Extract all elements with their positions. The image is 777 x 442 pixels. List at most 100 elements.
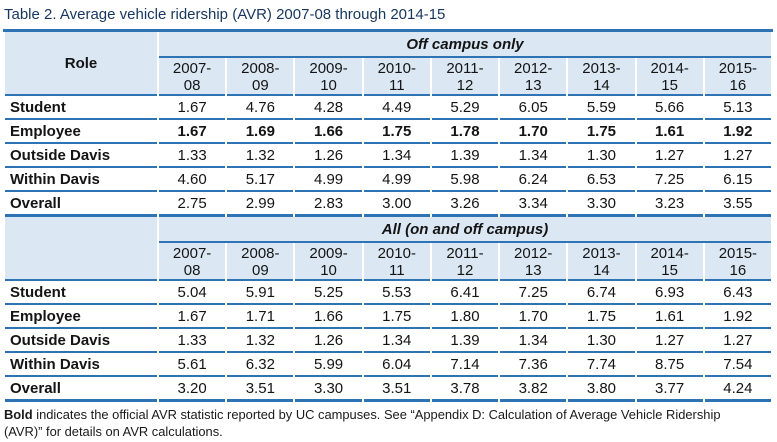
- table-row: Outside Davis 1.33 1.32 1.26 1.34 1.39 1.34 1.3…: [5, 144, 771, 168]
- table-row: Within Davis 5.61 6.32 5.99 6.04 7.14 7.36 7.74…: [5, 353, 771, 377]
- value-cell: 7.14: [431, 353, 499, 377]
- value-cell: 1.34: [363, 329, 430, 353]
- value-cell: 1.30: [568, 144, 635, 168]
- section-header: All (on and off campus): [159, 217, 771, 243]
- value-cell: 1.70: [500, 120, 567, 144]
- value-cell: 1.39: [431, 329, 499, 353]
- year-header-cell: 2015- 16: [704, 58, 771, 96]
- value-cell: 1.67: [159, 305, 226, 329]
- value-cell: 1.61: [636, 305, 703, 329]
- year-header-cell: 2013- 14: [568, 243, 635, 281]
- value-cell: 1.66: [295, 305, 362, 329]
- value-cell: 4.28: [295, 96, 362, 120]
- value-cell: 1.27: [704, 144, 771, 168]
- row-label: Overall: [5, 377, 157, 402]
- value-cell: 6.05: [500, 96, 567, 120]
- value-cell: 1.27: [636, 144, 703, 168]
- value-cell: 1.32: [227, 329, 294, 353]
- table-row: Outside Davis 1.33 1.32 1.26 1.34 1.39 1.34 1.3…: [5, 329, 771, 353]
- value-cell: 2.83: [295, 192, 362, 217]
- row-label: Employee: [5, 120, 157, 144]
- value-cell: 5.66: [636, 96, 703, 120]
- value-cell: 6.43: [704, 281, 771, 305]
- year-header-cell: 2011- 12: [431, 58, 499, 96]
- avr-table: Role Off campus only 2007- 08 2008- 09 2009- 10…: [3, 32, 773, 402]
- value-cell: 6.41: [431, 281, 499, 305]
- year-header-cell: 2007- 08: [159, 58, 226, 96]
- value-cell: 6.53: [568, 168, 635, 192]
- table-row: Within Davis 4.60 5.17 4.99 4.99 5.98 6.24 6.53…: [5, 168, 771, 192]
- value-cell: 5.59: [568, 96, 635, 120]
- value-cell: 5.04: [159, 281, 226, 305]
- year-header-cell: 2009- 10: [295, 243, 362, 281]
- value-cell: 5.99: [295, 353, 362, 377]
- value-cell: 1.33: [159, 329, 226, 353]
- value-cell: 1.34: [500, 144, 567, 168]
- value-cell: 1.34: [363, 144, 430, 168]
- value-cell: 5.29: [431, 96, 499, 120]
- year-header-cell: 2015- 16: [704, 243, 771, 281]
- value-cell: 5.91: [227, 281, 294, 305]
- value-cell: 1.75: [568, 120, 635, 144]
- value-cell: 4.24: [704, 377, 771, 402]
- value-cell: 3.51: [227, 377, 294, 402]
- value-cell: 3.00: [363, 192, 430, 217]
- table-top-rule: [3, 29, 773, 32]
- value-cell: 5.61: [159, 353, 226, 377]
- year-header-cell: 2012- 13: [500, 243, 567, 281]
- value-cell: 3.30: [568, 192, 635, 217]
- value-cell: 1.27: [636, 329, 703, 353]
- table-row: Overall 2.75 2.99 2.83 3.00 3.26 3.34 3.30 3.23 3…: [5, 192, 771, 217]
- year-header-cell: 2013- 14: [568, 58, 635, 96]
- value-cell: 1.78: [431, 120, 499, 144]
- value-cell: 6.93: [636, 281, 703, 305]
- year-header-cell: 2009- 10: [295, 58, 362, 96]
- value-cell: 5.53: [363, 281, 430, 305]
- row-label: Within Davis: [5, 353, 157, 377]
- value-cell: 1.26: [295, 329, 362, 353]
- year-header-cell: 2008- 09: [227, 243, 294, 281]
- value-cell: 1.71: [227, 305, 294, 329]
- footnote-text: indicates the official AVR statistic rep…: [4, 407, 721, 439]
- value-cell: 7.36: [500, 353, 567, 377]
- value-cell: 1.33: [159, 144, 226, 168]
- row-label: Within Davis: [5, 168, 157, 192]
- table-row: Overall 3.20 3.51 3.30 3.51 3.78 3.82 3.80 3.77 4…: [5, 377, 771, 402]
- value-cell: 5.98: [431, 168, 499, 192]
- value-cell: 3.26: [431, 192, 499, 217]
- value-cell: 1.75: [568, 305, 635, 329]
- value-cell: 3.20: [159, 377, 226, 402]
- value-cell: 6.24: [500, 168, 567, 192]
- row-label: Outside Davis: [5, 329, 157, 353]
- value-cell: 3.82: [500, 377, 567, 402]
- value-cell: 4.99: [295, 168, 362, 192]
- year-header-cell: 2012- 13: [500, 58, 567, 96]
- value-cell: 1.70: [500, 305, 567, 329]
- row-label: Student: [5, 281, 157, 305]
- value-cell: 5.13: [704, 96, 771, 120]
- table-row: Employee 1.67 1.71 1.66 1.75 1.80 1.70 1.75 1.61…: [5, 305, 771, 329]
- value-cell: 4.76: [227, 96, 294, 120]
- year-header-cell: 2010- 11: [363, 58, 430, 96]
- role-header: Role: [5, 32, 157, 96]
- table-caption: Table 2. Average vehicle ridership (AVR)…: [4, 6, 446, 23]
- value-cell: 5.25: [295, 281, 362, 305]
- year-header-cell: 2007- 08: [159, 243, 226, 281]
- row-label: Employee: [5, 305, 157, 329]
- value-cell: 3.77: [636, 377, 703, 402]
- year-header-cell: 2014- 15: [636, 243, 703, 281]
- value-cell: 3.55: [704, 192, 771, 217]
- value-cell: 1.75: [363, 305, 430, 329]
- table-row: Student 5.04 5.91 5.25 5.53 6.41 7.25 6.74 6.93 6…: [5, 281, 771, 305]
- value-cell: 1.66: [295, 120, 362, 144]
- value-cell: 7.74: [568, 353, 635, 377]
- value-cell: 6.04: [363, 353, 430, 377]
- value-cell: 1.80: [431, 305, 499, 329]
- value-cell: 3.23: [636, 192, 703, 217]
- value-cell: 1.92: [704, 305, 771, 329]
- table-footnote: Bold indicates the official AVR statisti…: [4, 407, 756, 440]
- row-label: Student: [5, 96, 157, 120]
- value-cell: 1.30: [568, 329, 635, 353]
- value-cell: 1.92: [704, 120, 771, 144]
- value-cell: 1.67: [159, 120, 226, 144]
